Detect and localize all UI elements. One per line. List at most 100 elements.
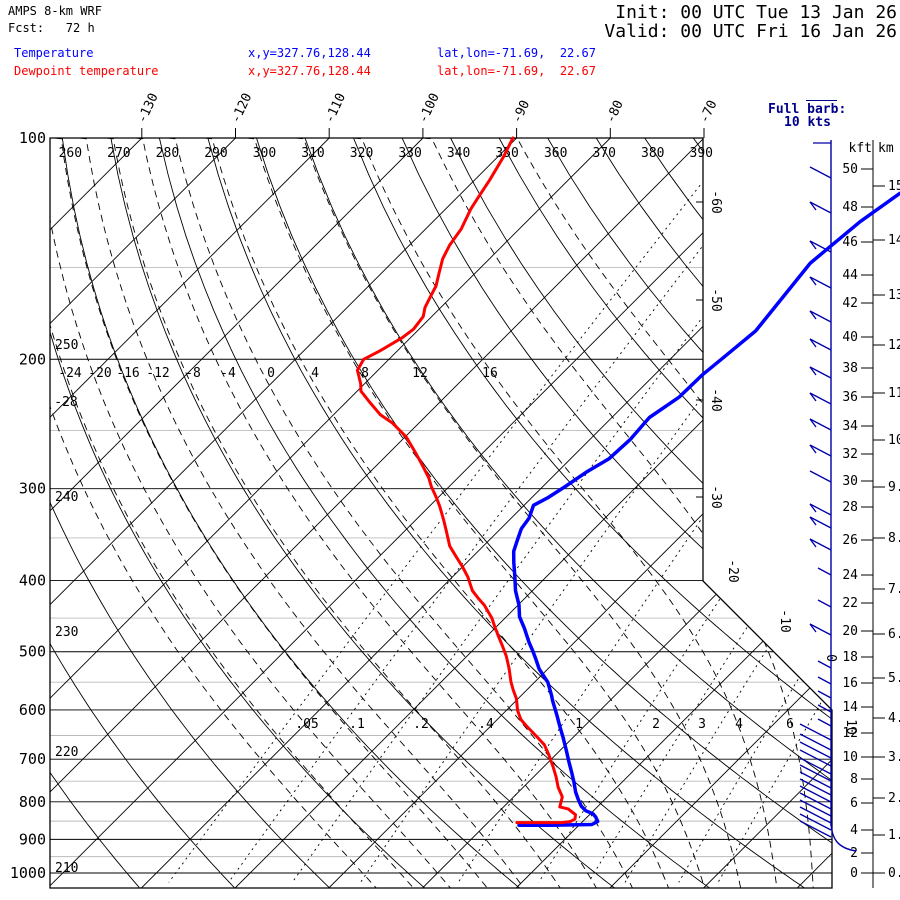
svg-text:4: 4 [850, 823, 858, 838]
svg-text:260: 260 [59, 146, 82, 161]
svg-text:11.: 11. [888, 386, 900, 401]
wind-barb [799, 741, 832, 759]
svg-text:50: 50 [842, 162, 858, 177]
wind-barb [809, 444, 832, 457]
wind-barb [817, 599, 832, 608]
wind-barb-hook [809, 538, 817, 548]
wind-barb [809, 538, 832, 551]
isotherm-labels-top: -130 -120 -110 -100 -90 -80 -70 [135, 91, 721, 138]
svg-text:900: 900 [19, 830, 46, 848]
svg-text:700: 700 [19, 750, 46, 768]
wind-barb [809, 366, 832, 379]
wind-barb-hook [809, 623, 817, 633]
full-barb-icon [806, 100, 837, 101]
wind-barb [799, 792, 832, 810]
wind-barb [809, 166, 832, 179]
svg-text:24: 24 [842, 568, 858, 583]
svg-text:100: 100 [19, 129, 46, 147]
wind-barb-hook [809, 503, 817, 513]
wind-staff-curl [830, 823, 857, 852]
wind-barb [809, 418, 832, 431]
init-time: Init: 00 UTC Tue 13 Jan 26 [615, 2, 897, 23]
svg-text:4.: 4. [888, 711, 900, 726]
svg-text:-30: -30 [708, 485, 723, 508]
wind-barb [809, 470, 832, 483]
svg-text:-16: -16 [116, 366, 139, 381]
svg-text:300: 300 [253, 146, 276, 161]
svg-text:15.: 15. [888, 179, 900, 194]
svg-text:310: 310 [301, 146, 324, 161]
wind-barb-hook [809, 201, 817, 211]
svg-text:46: 46 [842, 235, 858, 250]
svg-text:1000: 1000 [10, 864, 46, 882]
model-title: AMPS 8-km WRF [8, 4, 102, 18]
svg-text:5.: 5. [888, 671, 900, 686]
svg-text:28: 28 [842, 500, 858, 515]
wind-barb [799, 778, 832, 796]
wind-barb [799, 806, 832, 824]
svg-text:-70: -70 [697, 98, 721, 126]
svg-text:-90: -90 [510, 98, 534, 126]
forecast-hour: Fcst: 72 h [8, 21, 95, 35]
wind-barb [817, 704, 832, 713]
wind-barb [809, 310, 832, 323]
wind-barb [809, 338, 832, 351]
svg-text:-130: -130 [135, 91, 162, 126]
svg-text:-28: -28 [54, 395, 77, 410]
svg-text:-24: -24 [58, 366, 82, 381]
svg-text:6: 6 [850, 796, 858, 811]
svg-text:0: 0 [267, 366, 275, 381]
svg-text:13.: 13. [888, 288, 900, 303]
wind-barb [799, 785, 832, 803]
moist-adiabat-lines [50, 138, 832, 888]
dewpoint-xy: x,y=327.76,128.44 [248, 64, 371, 78]
isotherm-lines [50, 138, 832, 888]
temperature-legend-label: Temperature [14, 46, 94, 60]
wind-barb [799, 820, 832, 838]
wind-barb-hook [809, 338, 817, 348]
svg-text:-10: -10 [777, 609, 792, 632]
svg-text:300: 300 [19, 480, 46, 498]
wind-barb [799, 723, 832, 741]
svg-text:-4: -4 [220, 366, 236, 381]
wind-barb [817, 718, 832, 727]
svg-text:-20: -20 [725, 559, 740, 582]
svg-text:42: 42 [842, 296, 858, 311]
wind-barb [799, 813, 832, 831]
wind-barb-hook [809, 444, 817, 454]
svg-text:26: 26 [842, 533, 858, 548]
wind-barb [799, 771, 832, 789]
wind-barb [799, 733, 832, 751]
temperature-xy: x,y=327.76,128.44 [248, 46, 371, 60]
chart-background [50, 138, 832, 888]
svg-text:8.: 8. [888, 531, 900, 546]
svg-text:14: 14 [842, 700, 858, 715]
kft-scale-title: kft [849, 141, 872, 156]
svg-text:-80: -80 [603, 98, 627, 126]
svg-text:12: 12 [412, 366, 428, 381]
wind-barb-hook [809, 516, 817, 526]
svg-text:44: 44 [842, 268, 858, 283]
svg-text:2.: 2. [888, 791, 900, 806]
svg-text:12.: 12. [888, 338, 900, 353]
pressure-axis-labels: 100 200 300 400 500 600 700 800 900 1000 [10, 129, 46, 882]
svg-text:10: 10 [843, 719, 858, 735]
svg-text:-8: -8 [185, 366, 201, 381]
svg-text:6: 6 [786, 717, 794, 732]
svg-text:10.: 10. [888, 433, 900, 448]
svg-text:18: 18 [842, 650, 858, 665]
svg-text:600: 600 [19, 701, 46, 719]
svg-text:270: 270 [107, 146, 130, 161]
wind-barb [817, 690, 832, 699]
svg-text:12: 12 [842, 726, 858, 741]
pressure-gridlines-major [50, 138, 832, 874]
svg-text:36: 36 [842, 390, 858, 405]
svg-text:0.: 0. [888, 866, 900, 881]
svg-text:3: 3 [698, 717, 706, 732]
svg-text:7.: 7. [888, 582, 900, 597]
svg-text:2: 2 [652, 717, 660, 732]
svg-text:6.: 6. [888, 627, 900, 642]
svg-text:-100: -100 [416, 91, 443, 126]
wind-barb [809, 276, 832, 289]
